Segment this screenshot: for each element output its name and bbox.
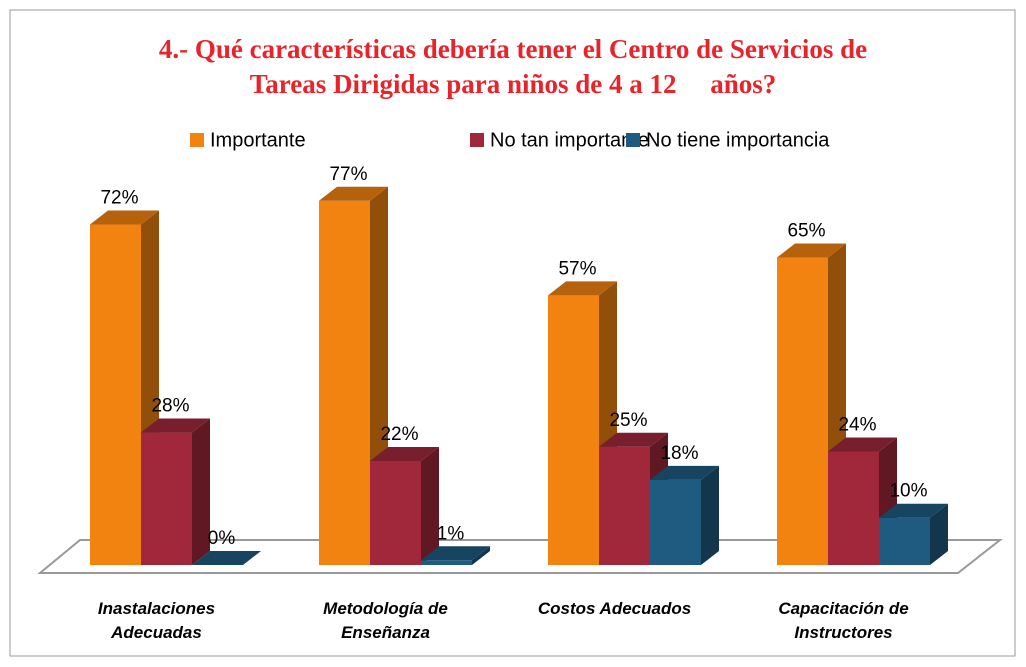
bar <box>548 295 599 565</box>
bar <box>90 224 141 565</box>
data-label: 77% <box>329 164 367 185</box>
x-tick-label: Metodología de Enseñanza <box>323 599 448 642</box>
bar <box>777 257 828 565</box>
bar <box>599 446 650 565</box>
legend-swatch <box>470 133 484 147</box>
bar <box>421 560 472 565</box>
bar-side <box>701 465 719 565</box>
bar-top <box>421 546 490 561</box>
bar-top <box>548 281 617 296</box>
data-label: 18% <box>660 443 698 464</box>
bar <box>141 432 192 565</box>
bar <box>319 200 370 566</box>
data-label: 22% <box>380 424 418 445</box>
data-label: 28% <box>151 396 189 417</box>
x-tick-label: Costos Adecuados <box>537 599 692 618</box>
data-label: 57% <box>558 258 596 279</box>
chart-title: 4.- Qué características debería tener el… <box>159 34 867 64</box>
bar-top <box>879 503 948 518</box>
bar-top <box>192 551 261 565</box>
bar <box>370 460 421 565</box>
legend-label: Importante <box>210 129 306 151</box>
data-label: 25% <box>609 410 647 431</box>
bar-top <box>777 243 846 258</box>
bar <box>828 451 879 565</box>
bar-top <box>828 437 897 452</box>
bar-top <box>319 186 388 201</box>
bar-side <box>472 546 490 565</box>
bar <box>879 517 930 565</box>
data-label: 72% <box>100 187 138 208</box>
legend-label: No tan importante <box>490 129 649 151</box>
data-label: 24% <box>838 414 876 435</box>
bar-top <box>599 432 668 447</box>
legend-swatch <box>626 133 640 147</box>
bar-side <box>192 418 210 565</box>
bar-top <box>370 446 439 461</box>
bar-side <box>930 503 948 565</box>
legend-label: No tiene importancia <box>646 129 830 151</box>
x-tick-label: Capacitación de Instructores <box>778 599 909 642</box>
data-label: 10% <box>889 481 927 502</box>
bar <box>650 479 701 565</box>
data-label: 0% <box>208 528 236 549</box>
bar-top <box>650 465 719 480</box>
bar-top <box>90 210 159 225</box>
legend-swatch <box>190 133 204 147</box>
bar-top <box>141 418 210 433</box>
bar-side <box>421 446 439 565</box>
data-label: 65% <box>787 221 825 242</box>
x-tick-label: Inastalaciones Adecuadas <box>97 599 216 642</box>
chart-title: Tareas Dirigidas para niños de 4 a 12 añ… <box>250 69 777 99</box>
data-label: 1% <box>437 523 465 544</box>
floor <box>37 539 1003 574</box>
